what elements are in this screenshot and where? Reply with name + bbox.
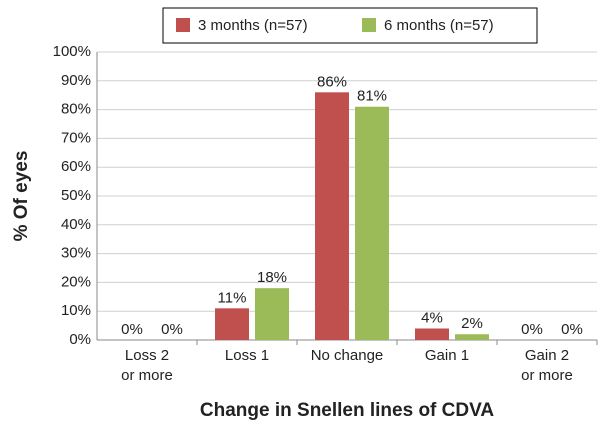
x-tick-label: Gain 2 or more xyxy=(521,347,573,384)
bar xyxy=(355,106,389,340)
x-tick-label: Loss 1 xyxy=(225,347,269,364)
data-label: 0% xyxy=(161,321,183,338)
y-tick-label: 60% xyxy=(61,158,91,175)
data-label: 0% xyxy=(561,321,583,338)
y-tick-label: 90% xyxy=(61,72,91,89)
legend-label: 6 months (n=57) xyxy=(384,17,494,34)
data-label: 86% xyxy=(317,73,347,90)
data-label: 18% xyxy=(257,269,287,286)
bar xyxy=(255,288,289,340)
x-tick-label: Gain 1 xyxy=(425,347,469,364)
x-tick-label: No change xyxy=(311,347,384,364)
y-tick-label: 80% xyxy=(61,101,91,118)
legend-label: 3 months (n=57) xyxy=(198,17,308,34)
x-tick-label: Loss 2 or more xyxy=(121,347,173,384)
y-tick-label: 100% xyxy=(53,43,91,60)
bar xyxy=(215,308,249,340)
legend-box xyxy=(162,7,538,44)
legend-swatch xyxy=(362,18,376,32)
y-axis-label: % Of eyes xyxy=(11,151,32,242)
data-label: 0% xyxy=(521,321,543,338)
x-axis-label: Change in Snellen lines of CDVA xyxy=(200,400,494,421)
data-label: 81% xyxy=(357,88,387,105)
data-label: 4% xyxy=(421,309,443,326)
y-tick-label: 20% xyxy=(61,273,91,290)
bar xyxy=(315,92,349,340)
y-tick-label: 0% xyxy=(69,331,91,348)
y-tick-label: 10% xyxy=(61,302,91,319)
data-label: 0% xyxy=(121,321,143,338)
bar xyxy=(455,334,489,340)
y-tick-label: 50% xyxy=(61,187,91,204)
y-tick-label: 70% xyxy=(61,129,91,146)
legend-swatch xyxy=(176,18,190,32)
data-label: 11% xyxy=(218,289,247,306)
y-tick-label: 30% xyxy=(61,245,91,262)
data-label: 2% xyxy=(461,315,483,332)
bar xyxy=(415,328,449,340)
y-tick-label: 40% xyxy=(61,216,91,233)
